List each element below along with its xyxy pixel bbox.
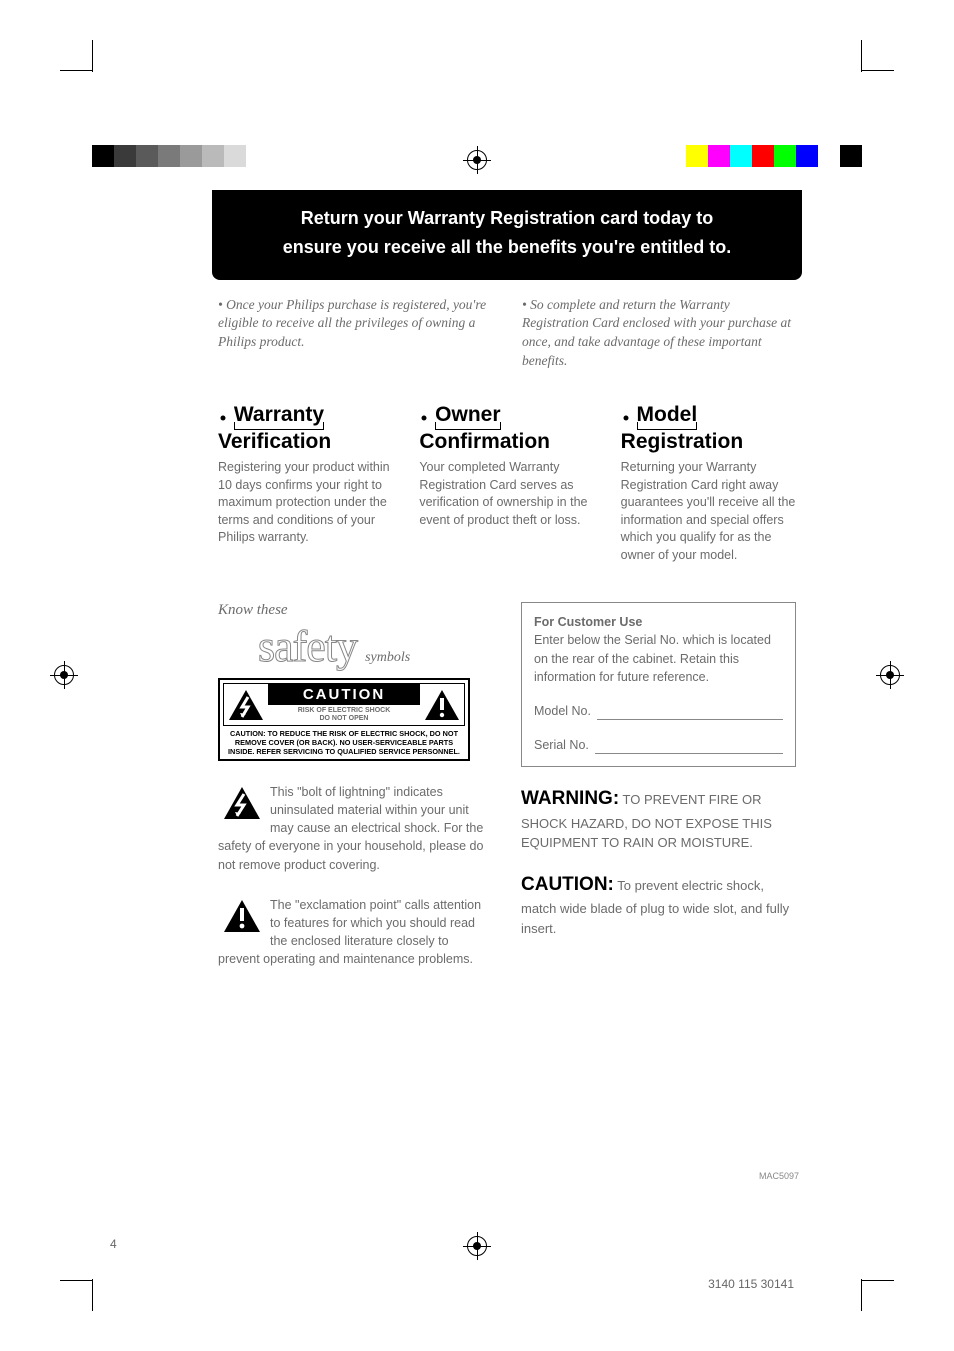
benefit-title-top: Owner: [435, 403, 500, 430]
lower-section: Know these safety symbols CAUTION RISK O…: [212, 602, 802, 968]
crop-mark: [60, 1280, 92, 1281]
safety-word: safety: [258, 622, 357, 671]
model-no-field[interactable]: [597, 708, 783, 720]
benefit-body: Your completed Warranty Registration Car…: [419, 459, 594, 529]
bolt-paragraph: This "bolt of lightning" indicates unins…: [218, 783, 493, 874]
bolt-triangle-icon: [224, 686, 268, 724]
caution-footer-text: CAUTION: TO REDUCE THE RISK OF ELECTRIC …: [223, 729, 465, 756]
info-column: For Customer Use Enter below the Serial …: [521, 602, 796, 968]
benefit-body: Returning your Warranty Registration Car…: [621, 459, 796, 564]
page-content: Return your Warranty Registration card t…: [92, 70, 862, 1280]
mac-code: MAC5097: [759, 1171, 799, 1181]
serial-no-label: Serial No.: [534, 736, 589, 754]
exclamation-paragraph: The "exclamation point" calls attention …: [218, 896, 493, 969]
intro-row: • Once your Philips purchase is register…: [212, 296, 802, 372]
caution-label-box: CAUTION RISK OF ELECTRIC SHOCK DO NOT OP…: [218, 678, 470, 761]
benefit-title-bottom: Verification: [218, 430, 331, 453]
crop-mark: [862, 1280, 894, 1281]
exclamation-triangle-icon: [222, 898, 262, 934]
header-line-2: ensure you receive all the benefits you'…: [240, 233, 774, 262]
bullet-icon: [218, 411, 228, 421]
benefit-model: Model Registration Returning your Warran…: [621, 403, 796, 564]
header-line-1: Return your Warranty Registration card t…: [240, 204, 774, 233]
benefit-body: Registering your product within 10 days …: [218, 459, 393, 547]
benefit-warranty: Warranty Verification Registering your p…: [218, 403, 393, 564]
caution-heading: CAUTION: [268, 684, 420, 705]
customer-use-box: For Customer Use Enter below the Serial …: [521, 602, 796, 767]
crop-mark: [60, 70, 92, 71]
customer-use-heading: For Customer Use: [534, 613, 783, 631]
model-no-label: Model No.: [534, 702, 591, 720]
crop-mark: [861, 40, 862, 72]
serial-no-field[interactable]: [595, 742, 783, 754]
customer-use-body: Enter below the Serial No. which is loca…: [534, 631, 783, 685]
crop-mark: [861, 1279, 862, 1311]
symbols-word: symbols: [365, 650, 410, 665]
caution-block: CAUTION: To prevent electric shock, matc…: [521, 871, 796, 939]
crop-mark: [92, 40, 93, 72]
caution-sub1: RISK OF ELECTRIC SHOCK: [298, 707, 391, 714]
crop-mark: [92, 1279, 93, 1311]
header-banner: Return your Warranty Registration card t…: [212, 190, 802, 280]
caution-lead: CAUTION:: [521, 874, 614, 895]
intro-left-text: • Once your Philips purchase is register…: [218, 296, 492, 372]
exclamation-triangle-icon: [420, 686, 464, 724]
benefit-title-bottom: Registration: [621, 430, 744, 453]
page-number: 4: [110, 1237, 117, 1251]
benefit-title-top: Model: [637, 403, 698, 430]
benefit-title-bottom: Confirmation: [419, 430, 550, 453]
registration-mark: [880, 665, 900, 685]
safety-column: Know these safety symbols CAUTION RISK O…: [218, 602, 493, 968]
intro-right-text: • So complete and return the Warranty Re…: [522, 296, 796, 372]
warning-block: WARNING: TO PREVENT FIRE OR SHOCK HAZARD…: [521, 785, 796, 853]
bullet-icon: [419, 411, 429, 421]
benefit-row: Warranty Verification Registering your p…: [212, 403, 802, 564]
bolt-triangle-icon: [222, 785, 262, 821]
know-these-label: Know these: [218, 602, 493, 619]
registration-mark: [54, 665, 74, 685]
bullet-icon: [621, 411, 631, 421]
warning-lead: WARNING:: [521, 788, 619, 809]
document-number: 3140 115 30141: [708, 1277, 794, 1291]
benefit-title-top: Warranty: [234, 403, 324, 430]
benefit-owner: Owner Confirmation Your completed Warran…: [419, 403, 594, 564]
crop-mark: [862, 70, 894, 71]
caution-sub2: DO NOT OPEN: [319, 715, 368, 722]
